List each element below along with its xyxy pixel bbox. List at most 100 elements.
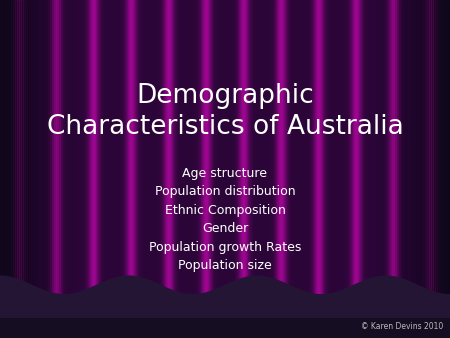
Bar (444, 0, 445, 304)
Bar (448, 0, 450, 338)
Bar (46, 0, 47, 304)
Bar (144, 0, 145, 304)
Bar (42, 0, 43, 304)
Bar (434, 0, 435, 304)
Bar (330, 0, 331, 304)
Bar (104, 0, 105, 304)
Bar (288, 0, 289, 304)
Bar (373, 0, 375, 338)
Bar (75, 0, 77, 338)
Bar (387, 0, 388, 304)
Bar (406, 0, 407, 304)
Bar (296, 0, 297, 304)
Bar (391, 0, 393, 338)
Bar (8, 0, 9, 304)
Bar (188, 0, 189, 304)
Bar (228, 0, 229, 304)
Bar (424, 0, 426, 338)
Bar (291, 0, 292, 304)
Bar (177, 0, 178, 304)
Bar (60, 0, 61, 304)
Bar (374, 0, 375, 304)
Bar (128, 0, 129, 304)
Bar (116, 0, 117, 304)
Bar (202, 0, 203, 304)
Bar (341, 0, 342, 304)
Bar (404, 0, 405, 304)
Bar (308, 0, 309, 304)
Bar (393, 0, 394, 304)
Bar (402, 0, 403, 304)
Bar (423, 0, 424, 304)
Bar (87, 0, 88, 304)
Bar (264, 0, 265, 304)
Bar (440, 0, 442, 338)
Bar (159, 0, 160, 304)
Bar (147, 0, 148, 304)
Bar (5, 0, 6, 304)
Bar (440, 0, 441, 304)
Bar (124, 0, 125, 304)
Bar (243, 0, 244, 304)
Bar (250, 0, 251, 304)
Bar (6, 0, 7, 304)
Bar (255, 0, 256, 304)
Bar (66, 0, 67, 304)
Bar (237, 0, 238, 304)
Bar (176, 0, 177, 304)
Bar (65, 0, 67, 338)
Bar (65, 0, 66, 304)
Bar (36, 0, 37, 304)
Bar (123, 0, 124, 304)
Bar (113, 0, 114, 304)
Bar (446, 0, 448, 338)
Bar (284, 0, 285, 304)
Bar (396, 0, 397, 338)
Bar (110, 0, 111, 304)
Bar (254, 0, 255, 304)
Bar (320, 0, 321, 304)
Bar (10, 0, 11, 304)
Bar (94, 0, 95, 304)
Bar (431, 0, 432, 304)
Bar (347, 0, 348, 304)
Bar (215, 0, 216, 304)
Polygon shape (0, 275, 450, 338)
Bar (253, 0, 254, 304)
Bar (238, 0, 239, 304)
Bar (415, 0, 416, 304)
Bar (261, 0, 262, 304)
Bar (272, 0, 273, 304)
Bar (428, 0, 429, 304)
Bar (92, 0, 93, 304)
Bar (381, 0, 382, 304)
Bar (45, 0, 46, 304)
Bar (131, 0, 132, 304)
Bar (100, 0, 101, 304)
Bar (377, 0, 378, 304)
Bar (14, 0, 16, 338)
Bar (1, 0, 2, 304)
Bar (387, 0, 389, 338)
Bar (335, 0, 336, 304)
Bar (29, 0, 30, 304)
Bar (53, 0, 55, 338)
Bar (106, 0, 107, 304)
Bar (26, 0, 27, 304)
Bar (218, 0, 219, 304)
Bar (81, 0, 82, 304)
Bar (203, 0, 204, 304)
Bar (21, 0, 22, 304)
Bar (299, 0, 300, 304)
Bar (77, 0, 79, 338)
Bar (392, 0, 393, 304)
Bar (232, 0, 233, 304)
Bar (15, 0, 16, 304)
Bar (12, 0, 13, 304)
Bar (388, 0, 389, 304)
Bar (355, 0, 356, 304)
Bar (0, 318, 450, 338)
Bar (271, 0, 272, 304)
Bar (411, 0, 414, 338)
Bar (61, 0, 62, 304)
